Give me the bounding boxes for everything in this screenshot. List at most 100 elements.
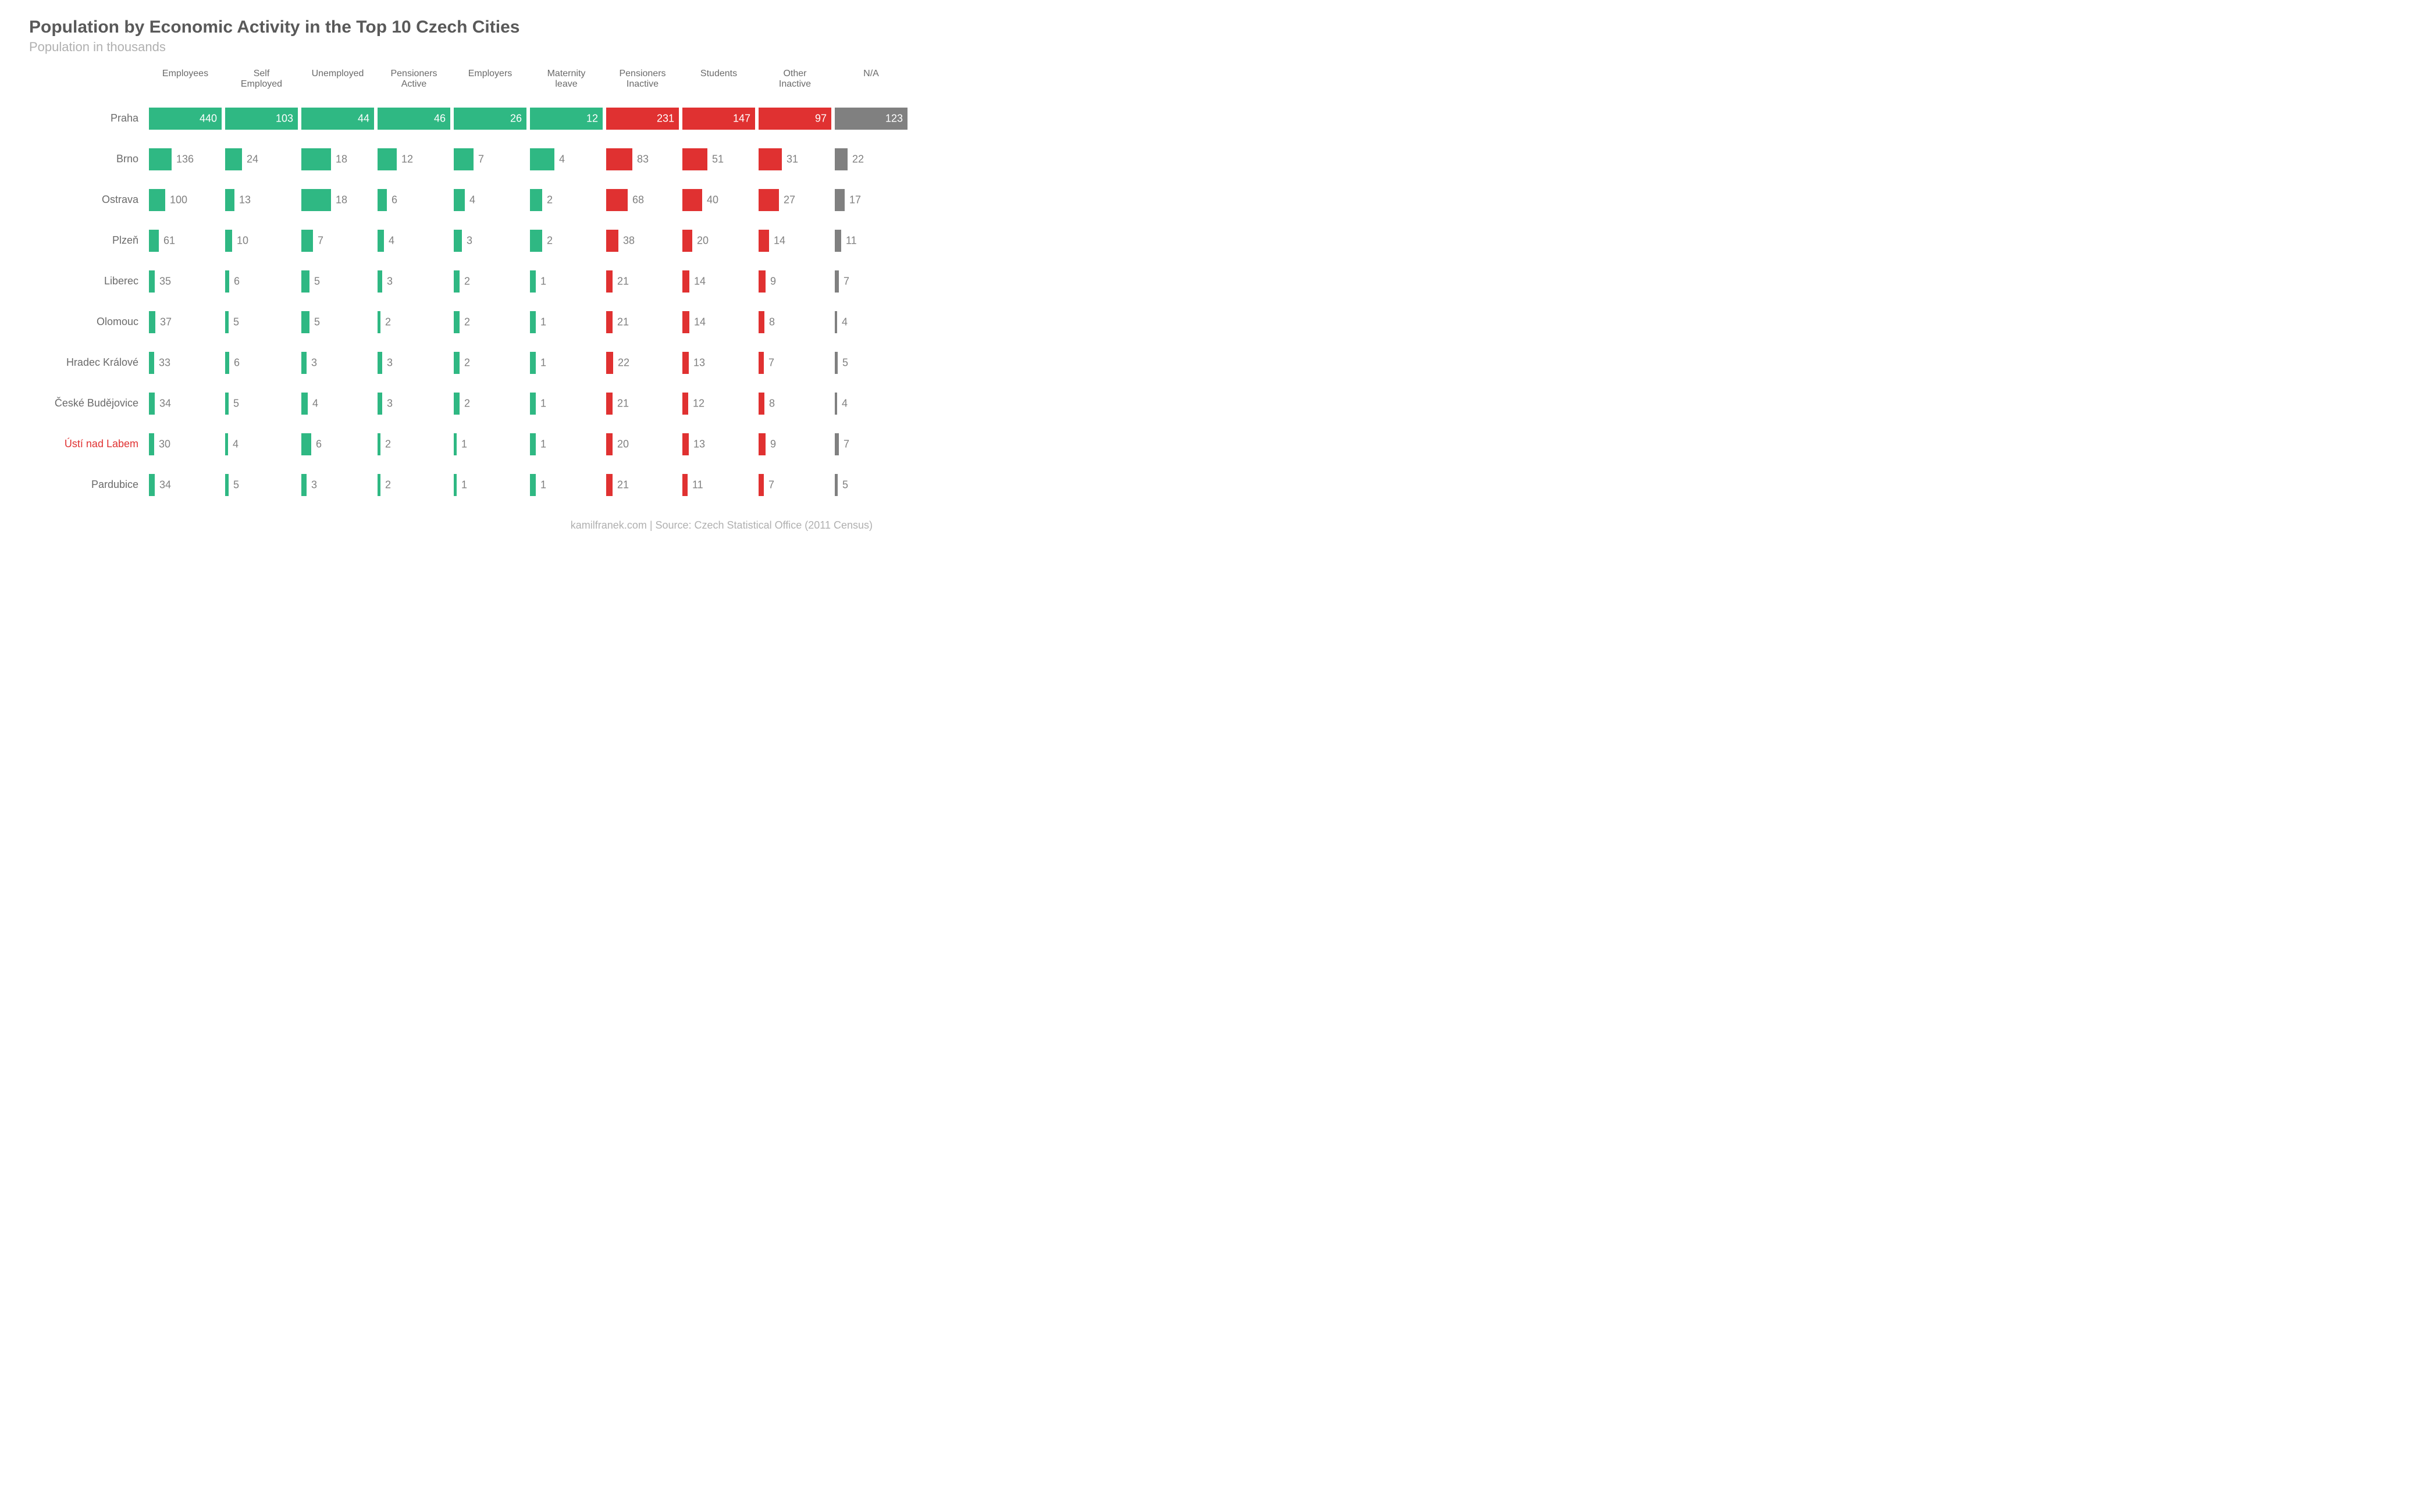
bar <box>149 433 154 455</box>
bar <box>835 433 839 455</box>
bar-cell: 2 <box>454 383 526 424</box>
bar-cell: 7 <box>835 424 908 465</box>
bar <box>378 230 384 252</box>
value-label: 2 <box>464 275 470 287</box>
value-label: 20 <box>617 438 629 450</box>
bar <box>759 474 764 496</box>
bar <box>835 393 837 415</box>
bar <box>225 311 229 333</box>
value-label: 44 <box>358 112 369 124</box>
bar-cell: 2 <box>454 302 526 343</box>
value-label: 13 <box>693 356 705 369</box>
bar <box>835 189 845 211</box>
bar-cell: 13 <box>225 180 298 220</box>
bar <box>149 393 155 415</box>
bar <box>530 148 554 170</box>
bar-cell: 147 <box>682 98 755 139</box>
bar-cell: 83 <box>606 139 679 180</box>
small-multiples-grid: EmployeesSelfEmployedUnemployedPensioner… <box>29 66 878 505</box>
bar-cell: 22 <box>835 139 908 180</box>
bar-cell: 8 <box>759 383 831 424</box>
bar-cell: 27 <box>759 180 831 220</box>
bar <box>454 148 474 170</box>
bar-cell: 5 <box>225 383 298 424</box>
bar-cell: 103 <box>225 98 298 139</box>
row-label: Ústí nad Labem <box>29 424 145 465</box>
value-label: 18 <box>336 153 347 165</box>
bar-cell: 13 <box>682 424 755 465</box>
bar-cell: 31 <box>759 139 831 180</box>
bar-cell: 1 <box>530 343 603 383</box>
value-label: 9 <box>770 438 776 450</box>
value-label: 147 <box>733 112 750 124</box>
value-label: 13 <box>693 438 705 450</box>
row-label: Brno <box>29 139 145 180</box>
value-label: 136 <box>176 153 194 165</box>
bar <box>225 474 229 496</box>
value-label: 5 <box>314 275 320 287</box>
grid-corner <box>29 66 145 98</box>
bar <box>606 270 613 293</box>
bar-cell: 2 <box>530 220 603 261</box>
bar-cell: 18 <box>301 180 374 220</box>
bar <box>225 393 229 415</box>
row-label: Pardubice <box>29 465 145 505</box>
bar-cell: 34 <box>149 465 222 505</box>
bar <box>759 270 766 293</box>
bar <box>225 433 228 455</box>
value-label: 35 <box>159 275 171 287</box>
bar <box>378 270 382 293</box>
bar <box>301 189 331 211</box>
bar-cell: 21 <box>606 302 679 343</box>
bar-cell: 9 <box>759 424 831 465</box>
bar-cell: 33 <box>149 343 222 383</box>
bar-cell: 40 <box>682 180 755 220</box>
bar <box>606 393 613 415</box>
value-label: 83 <box>637 153 649 165</box>
bar <box>378 189 387 211</box>
bar-cell: 100 <box>149 180 222 220</box>
value-label: 12 <box>693 397 704 409</box>
value-label: 3 <box>387 356 393 369</box>
bar-cell: 17 <box>835 180 908 220</box>
value-label: 8 <box>769 397 775 409</box>
bar <box>301 433 311 455</box>
bar <box>759 311 764 333</box>
bar-cell: 11 <box>835 220 908 261</box>
bar-cell: 13 <box>682 343 755 383</box>
bar <box>606 352 613 374</box>
row-label: Praha <box>29 98 145 139</box>
row-label: Plzeň <box>29 220 145 261</box>
bar-cell: 6 <box>378 180 450 220</box>
value-label: 6 <box>316 438 322 450</box>
bar-cell: 5 <box>835 343 908 383</box>
row-label: České Budějovice <box>29 383 145 424</box>
bar-cell: 4 <box>301 383 374 424</box>
value-label: 30 <box>159 438 170 450</box>
bar <box>454 189 465 211</box>
bar <box>606 148 632 170</box>
bar <box>378 433 380 455</box>
bar-cell: 1 <box>530 465 603 505</box>
value-label: 2 <box>385 316 391 328</box>
bar-cell: 2 <box>454 343 526 383</box>
bar-cell: 6 <box>225 261 298 302</box>
value-label: 1 <box>540 356 546 369</box>
bar-cell: 4 <box>225 424 298 465</box>
value-label: 14 <box>694 316 706 328</box>
bar <box>530 270 536 293</box>
value-label: 68 <box>632 194 644 206</box>
bar-cell: 3 <box>378 261 450 302</box>
bar-cell: 21 <box>606 465 679 505</box>
value-label: 46 <box>434 112 446 124</box>
column-header: PensionersActive <box>378 66 450 98</box>
bar-cell: 4 <box>378 220 450 261</box>
chart-container: Population by Economic Activity in the T… <box>0 0 908 549</box>
bar <box>835 270 839 293</box>
value-label: 4 <box>312 397 318 409</box>
bar-cell: 136 <box>149 139 222 180</box>
value-label: 3 <box>387 275 393 287</box>
value-label: 1 <box>461 479 467 491</box>
bar-cell: 3 <box>378 383 450 424</box>
bar-cell: 44 <box>301 98 374 139</box>
